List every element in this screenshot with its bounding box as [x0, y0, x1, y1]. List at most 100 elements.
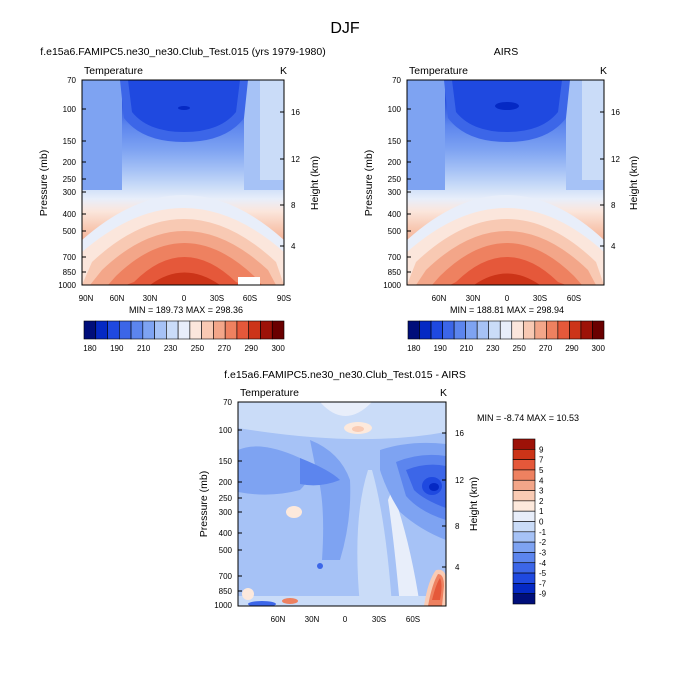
- panel-model: f.e15a6.FAMIPC5.ne30_ne30.Club_Test.015 …: [38, 46, 326, 353]
- colorbar-swatch: [83, 320, 97, 340]
- colorbar-swatch: [419, 320, 432, 340]
- contour-field: [238, 402, 446, 606]
- units-label: K: [440, 387, 447, 399]
- ytick-700: 700: [63, 253, 77, 262]
- colorbar-swatch: [512, 510, 536, 522]
- ytick-400: 400: [63, 210, 77, 219]
- colorbar-label: 270: [218, 344, 232, 353]
- colorbar-label: -1: [539, 528, 547, 537]
- ytick-200: 200: [219, 478, 233, 487]
- colorbar-label: 0: [539, 518, 544, 527]
- colorbar-swatch: [512, 572, 536, 584]
- colorbar-swatch: [154, 320, 167, 340]
- pressure-axis: 70 100 150 200 250 300 400 500 700 850 1…: [58, 76, 76, 290]
- ytick-300: 300: [219, 508, 233, 517]
- colorbar-swatch: [488, 320, 501, 340]
- ytick-700: 700: [219, 572, 233, 581]
- colorbar-swatch: [189, 320, 202, 340]
- colorbar-swatch: [512, 479, 536, 491]
- pressure-axis: 70 100 150 200 250 300 400 500 700 850 1…: [214, 398, 232, 610]
- plot-frame: [406, 79, 605, 286]
- ytick-300: 300: [63, 188, 77, 197]
- xtick-label: 60S: [406, 615, 420, 624]
- colorbar-swatch: [580, 320, 593, 340]
- colorbar-swatch: [201, 320, 214, 340]
- y2label: Height (km): [628, 156, 640, 210]
- colorbar-label: 210: [460, 344, 474, 353]
- colorbar-swatch: [512, 500, 536, 512]
- y2tick-12: 12: [611, 155, 620, 164]
- colorbar: [407, 320, 605, 340]
- colorbar-swatch: [142, 320, 155, 340]
- xtick-label: 30S: [533, 294, 547, 303]
- colorbar-labels: 9 754 321 0-1-2-3 -4-5-7 -9: [539, 445, 547, 598]
- stats-label: MIN = -8.74 MAX = 10.53: [477, 413, 579, 423]
- colorbar-swatch: [546, 320, 559, 340]
- colorbar-label: 7: [539, 456, 544, 465]
- x-axis: 60N 30N 0 30S 60S: [432, 294, 581, 303]
- colorbar-label: 1: [539, 507, 544, 516]
- colorbar-label: 180: [407, 344, 421, 353]
- panel-diff: f.e15a6.FAMIPC5.ne30_ne30.Club_Test.015 …: [198, 369, 579, 624]
- y2label: Height (km): [468, 477, 480, 531]
- colorbar-swatch: [511, 320, 524, 340]
- colorbar-swatch: [465, 320, 478, 340]
- xtick-label: 60S: [243, 294, 257, 303]
- ytick-500: 500: [63, 227, 77, 236]
- y2tick-16: 16: [291, 108, 300, 117]
- ytick-850: 850: [63, 268, 77, 277]
- colorbar-swatch: [271, 320, 285, 340]
- height-axis: 16 12 8 4: [291, 108, 300, 251]
- plot-frame: [81, 79, 285, 286]
- colorbar-label: -9: [539, 590, 547, 599]
- y2tick-16: 16: [611, 108, 620, 117]
- colorbar-swatch: [213, 320, 226, 340]
- x-axis: 60N 30N 0 30S 60S: [271, 615, 420, 624]
- ytick-250: 250: [219, 494, 233, 503]
- y2tick-4: 4: [291, 242, 296, 251]
- panel-obs: AIRS Temperature K 70 100 150 200 250: [363, 46, 640, 353]
- colorbar: [83, 320, 285, 340]
- ytick-850: 850: [388, 268, 402, 277]
- y2tick-12: 12: [291, 155, 300, 164]
- colorbar-label: 190: [110, 344, 124, 353]
- colorbar-swatch: [592, 320, 605, 340]
- xtick-label: 60S: [567, 294, 581, 303]
- y2tick-8: 8: [611, 201, 616, 210]
- xtick-label: 30N: [305, 615, 320, 624]
- contour-field: [82, 80, 284, 285]
- colorbar-label: 190: [433, 344, 447, 353]
- xtick-label: 0: [182, 294, 187, 303]
- xtick-label: 30N: [466, 294, 481, 303]
- ytick-100: 100: [388, 105, 402, 114]
- colorbar-label: 290: [245, 344, 259, 353]
- colorbar-swatch: [107, 320, 120, 340]
- colorbar-swatch: [512, 552, 536, 564]
- ytick-700: 700: [388, 253, 402, 262]
- ylabel: Pressure (mb): [38, 150, 50, 217]
- y2tick-4: 4: [611, 242, 616, 251]
- ytick-850: 850: [219, 587, 233, 596]
- colorbar-swatch: [512, 593, 536, 605]
- colorbar-label: 230: [164, 344, 178, 353]
- ytick-150: 150: [63, 137, 77, 146]
- colorbar-label: -3: [539, 548, 547, 557]
- stats-label: MIN = 188.81 MAX = 298.94: [450, 305, 564, 315]
- xtick-label: 30S: [372, 615, 386, 624]
- ytick-150: 150: [219, 457, 233, 466]
- colorbar-swatch: [453, 320, 466, 340]
- ytick-1000: 1000: [58, 281, 76, 290]
- colorbar-swatch: [512, 521, 536, 533]
- panel-title: f.e15a6.FAMIPC5.ne30_ne30.Club_Test.015 …: [224, 369, 466, 381]
- y2tick-8: 8: [455, 522, 460, 531]
- ytick-200: 200: [63, 158, 77, 167]
- xtick-label: 90S: [277, 294, 291, 303]
- colorbar-labels: 180 190 210 230 250 270 290 300: [83, 344, 285, 353]
- x-axis: 90N 60N 30N 0 30S 60S 90S: [79, 294, 291, 303]
- ytick-300: 300: [388, 188, 402, 197]
- colorbar-label: 250: [512, 344, 526, 353]
- variable-label: Temperature: [84, 65, 143, 77]
- colorbar-swatch: [130, 320, 144, 340]
- figure-title: DJF: [330, 20, 360, 37]
